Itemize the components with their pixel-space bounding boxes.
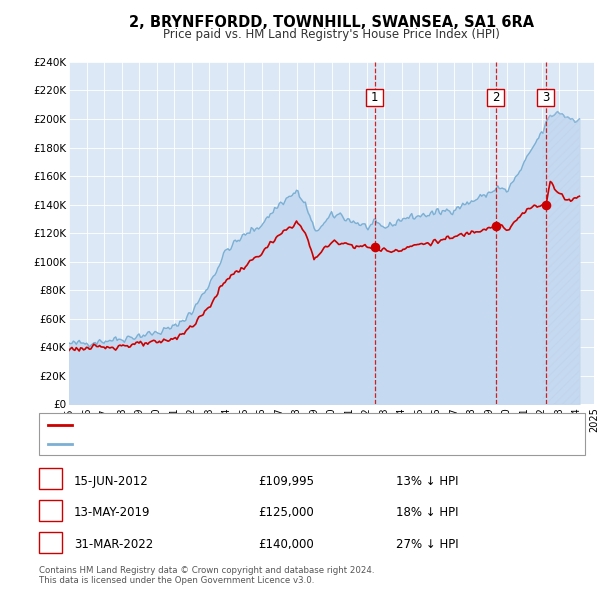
Point [491, 221, 500, 231]
Text: 2: 2 [492, 91, 499, 104]
Text: £109,995: £109,995 [258, 474, 314, 487]
Text: 1: 1 [371, 91, 378, 104]
Text: 13-MAY-2019: 13-MAY-2019 [74, 506, 151, 519]
Text: 2, BRYNFFORDD, TOWNHILL, SWANSEA, SA1 6RA (semi-detached house): 2, BRYNFFORDD, TOWNHILL, SWANSEA, SA1 6R… [77, 420, 455, 430]
Text: 1: 1 [46, 474, 55, 487]
Text: 31-MAR-2022: 31-MAR-2022 [74, 538, 153, 551]
Text: 2, BRYNFFORDD, TOWNHILL, SWANSEA, SA1 6RA: 2, BRYNFFORDD, TOWNHILL, SWANSEA, SA1 6R… [129, 15, 534, 30]
Text: 15-JUN-2012: 15-JUN-2012 [74, 474, 149, 487]
Text: Price paid vs. HM Land Registry's House Price Index (HPI): Price paid vs. HM Land Registry's House … [163, 28, 500, 41]
Text: 2: 2 [46, 506, 55, 519]
Text: Contains HM Land Registry data © Crown copyright and database right 2024.
This d: Contains HM Land Registry data © Crown c… [39, 566, 374, 585]
Text: 3: 3 [542, 91, 550, 104]
Text: £125,000: £125,000 [258, 506, 314, 519]
Point [370, 242, 379, 252]
Text: 3: 3 [46, 538, 55, 551]
Text: 18% ↓ HPI: 18% ↓ HPI [396, 506, 458, 519]
Text: £140,000: £140,000 [258, 538, 314, 551]
Text: 13% ↓ HPI: 13% ↓ HPI [396, 474, 458, 487]
Text: HPI: Average price, semi-detached house, Swansea: HPI: Average price, semi-detached house,… [77, 438, 345, 448]
Point [541, 200, 551, 209]
Text: 27% ↓ HPI: 27% ↓ HPI [396, 538, 458, 551]
